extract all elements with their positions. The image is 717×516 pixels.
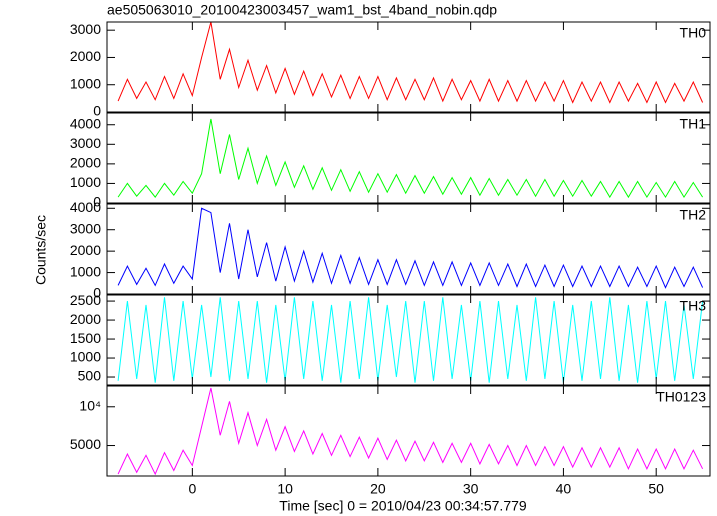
y-tick-label: 1500 bbox=[70, 330, 101, 346]
y-tick-label: 2000 bbox=[70, 242, 101, 258]
chart-title: ae505063010_20100423003457_wam1_bst_4ban… bbox=[107, 2, 497, 18]
y-tick-label: 1000 bbox=[70, 174, 101, 190]
y-tick-label: 1000 bbox=[70, 349, 101, 365]
panel-label: TH2 bbox=[680, 207, 707, 223]
y-tick-label: 3000 bbox=[70, 21, 101, 37]
y-tick-label: 2000 bbox=[70, 311, 101, 327]
y-tick-label: 500 bbox=[78, 368, 102, 384]
y-tick-label: 10⁴ bbox=[79, 397, 101, 413]
panel-frame bbox=[106, 21, 711, 113]
light-curve bbox=[117, 297, 704, 383]
y-tick-label: 5000 bbox=[70, 436, 101, 452]
panel-label: TH3 bbox=[680, 298, 707, 314]
x-tick-label: 10 bbox=[277, 481, 293, 497]
panel-label: TH0123 bbox=[656, 389, 706, 405]
light-curve bbox=[117, 387, 704, 476]
light-curve bbox=[117, 21, 704, 104]
y-tick-label: 2000 bbox=[70, 155, 101, 171]
y-tick-label: 2000 bbox=[70, 48, 101, 64]
x-tick-label: 40 bbox=[556, 481, 572, 497]
panel-frame bbox=[106, 385, 711, 477]
x-tick-label: 0 bbox=[188, 481, 196, 497]
panel-label: TH0 bbox=[680, 25, 707, 41]
panel-frame bbox=[106, 203, 711, 295]
y-tick-label: 3000 bbox=[70, 135, 101, 151]
light-curve bbox=[117, 118, 704, 199]
x-tick-label: 50 bbox=[648, 481, 664, 497]
x-tick-label: 20 bbox=[370, 481, 386, 497]
light-curve bbox=[117, 207, 704, 289]
panel-frame bbox=[106, 294, 711, 386]
y-tick-label: 1000 bbox=[70, 75, 101, 91]
y-tick-label: 4000 bbox=[70, 199, 101, 215]
x-tick-label: 30 bbox=[463, 481, 479, 497]
y-tick-label: 0 bbox=[93, 194, 101, 210]
y-tick-label: 3000 bbox=[70, 220, 101, 236]
y-tick-label: 1000 bbox=[70, 263, 101, 279]
y-tick-label: 2500 bbox=[70, 292, 101, 308]
y-axis-label: Counts/sec bbox=[33, 215, 49, 285]
panel-frame bbox=[106, 112, 711, 204]
y-tick-label: 4000 bbox=[70, 115, 101, 131]
panel-label: TH1 bbox=[680, 116, 707, 132]
x-axis-label: Time [sec] 0 = 2010/04/23 00:34:57.779 bbox=[279, 498, 527, 514]
y-tick-label: 0 bbox=[93, 103, 101, 119]
y-tick-label: 0 bbox=[93, 285, 101, 301]
